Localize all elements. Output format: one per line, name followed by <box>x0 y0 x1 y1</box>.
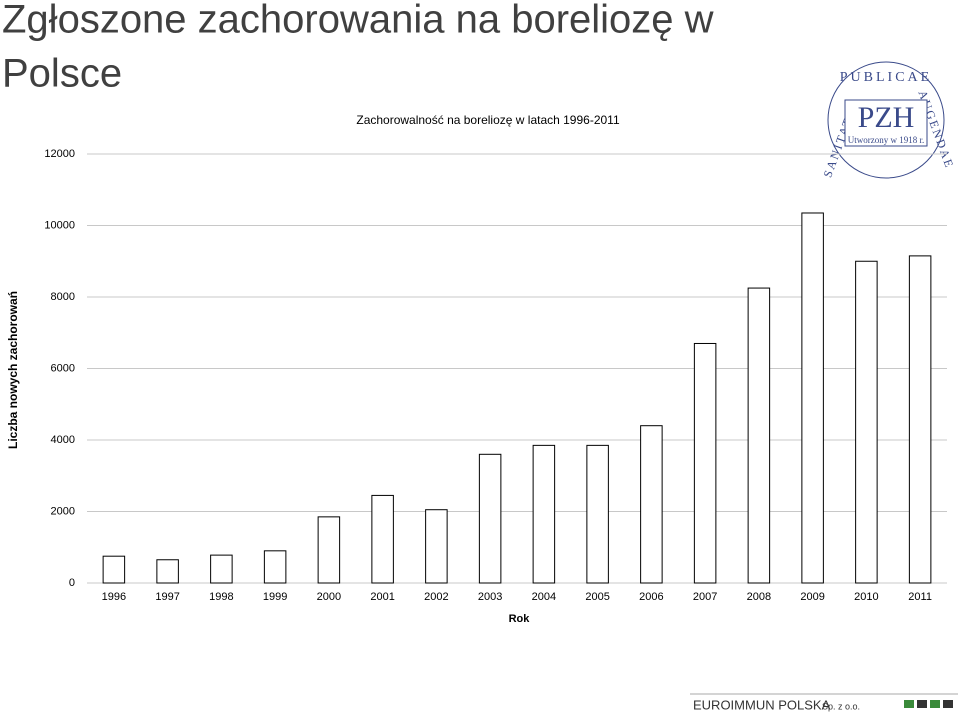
footer-company: EUROIMMUN POLSKA <box>693 697 831 712</box>
x-tick-label: 1997 <box>155 591 179 603</box>
y-tick-label: 10000 <box>44 219 75 231</box>
x-tick-label: 2005 <box>585 591 609 603</box>
x-tick-label: 2001 <box>370 591 394 603</box>
footer-square <box>930 700 940 708</box>
bar <box>532 444 556 584</box>
x-tick-label: 2002 <box>424 591 448 603</box>
footer-square <box>943 700 953 708</box>
footer-suffix: Sp. z o.o. <box>822 701 860 711</box>
x-tick-label: 2007 <box>693 591 717 603</box>
x-tick-label: 1999 <box>263 591 287 603</box>
x-tick-label: 2004 <box>532 591 556 603</box>
chart-title: Zachorowalność na boreliozę w latach 199… <box>356 113 620 127</box>
x-tick-label: 2008 <box>747 591 771 603</box>
footer-square <box>904 700 914 708</box>
x-tick-label: 2011 <box>908 591 932 603</box>
y-tick-label: 4000 <box>51 434 75 446</box>
bar <box>855 260 878 584</box>
y-tick-label: 2000 <box>51 505 75 517</box>
bar <box>693 342 717 584</box>
bar <box>210 554 233 584</box>
y-axis-label: Liczba nowych zachorowań <box>6 291 20 449</box>
bar <box>263 550 287 584</box>
x-tick-label: 2000 <box>317 591 341 603</box>
x-tick-label: 2009 <box>800 591 824 603</box>
bar <box>156 559 179 584</box>
logo-subtitle: Utworzony w 1918 r. <box>848 135 925 145</box>
x-tick-label: 2003 <box>478 591 502 603</box>
footer: EUROIMMUN POLSKA Sp. z o.o. <box>690 693 958 712</box>
y-tick-label: 0 <box>69 577 75 589</box>
bar <box>425 509 448 584</box>
bar <box>102 555 126 584</box>
logo: PUBLICAE AUGENDAE SANITATI PZH Utworzony… <box>820 61 957 179</box>
bar <box>478 453 502 584</box>
slide-title-line2: Polsce <box>2 52 122 96</box>
x-tick-label: 1998 <box>209 591 233 603</box>
logo-ring-top: PUBLICAE <box>840 70 932 85</box>
logo-box <box>844 99 928 147</box>
bar <box>640 425 663 584</box>
logo-name: PZH <box>858 101 915 134</box>
x-axis-label: Rok <box>509 613 531 625</box>
x-tick-label: 2006 <box>639 591 663 603</box>
y-tick-label: 12000 <box>44 148 75 160</box>
bar <box>747 287 771 584</box>
x-tick-label: 1996 <box>102 591 126 603</box>
bar <box>908 255 932 584</box>
bar <box>586 444 609 584</box>
x-tick-label: 2010 <box>854 591 878 603</box>
y-tick-label: 6000 <box>51 362 75 374</box>
bar <box>371 494 394 584</box>
y-tick-label: 8000 <box>51 291 75 303</box>
bar <box>317 516 341 584</box>
bar <box>801 212 824 584</box>
slide-title: Zgłoszone zachorowania na boreliozę w <box>2 0 714 42</box>
footer-square <box>917 700 927 708</box>
